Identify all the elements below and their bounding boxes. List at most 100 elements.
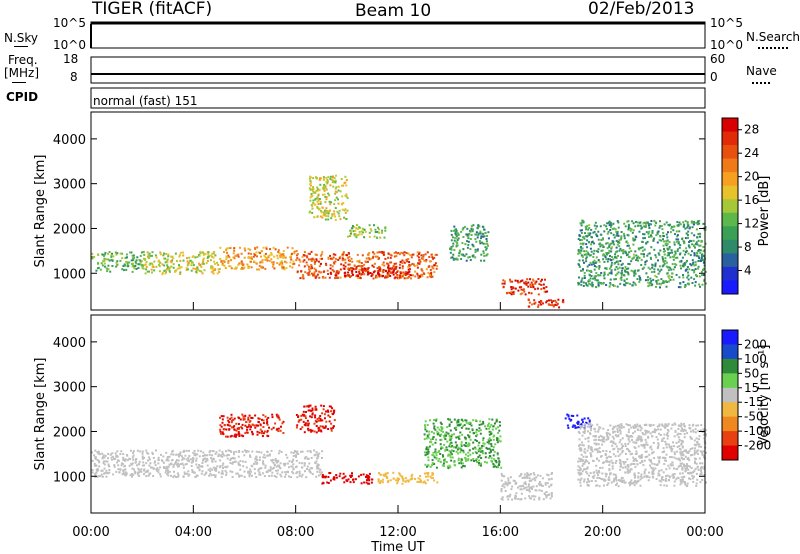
data-cell <box>496 437 499 440</box>
data-cell <box>354 234 357 237</box>
data-cell <box>113 464 116 467</box>
data-cell <box>239 418 242 421</box>
data-cell <box>639 278 641 281</box>
data-cell <box>692 430 695 433</box>
data-cell <box>477 224 480 227</box>
data-cell <box>546 482 549 485</box>
data-cell <box>587 228 590 231</box>
data-cell <box>480 253 483 256</box>
data-cell <box>467 457 470 460</box>
data-cell <box>384 474 387 477</box>
data-cell <box>673 456 676 459</box>
data-cell <box>588 270 591 272</box>
data-cell <box>534 479 537 482</box>
data-cell <box>132 254 135 257</box>
data-cell <box>525 282 528 285</box>
data-cell <box>617 240 619 243</box>
data-cell <box>650 257 652 260</box>
data-cell <box>700 473 703 476</box>
data-cell <box>586 478 589 480</box>
data-cell <box>310 203 313 206</box>
data-cell <box>589 472 592 475</box>
data-cell <box>202 253 205 256</box>
data-cell <box>187 268 189 271</box>
data-cell <box>616 431 619 433</box>
data-cell <box>204 454 207 457</box>
data-cell <box>316 189 319 192</box>
data-cell <box>433 271 436 274</box>
data-cell <box>425 475 427 478</box>
data-cell <box>314 198 317 201</box>
data-cell <box>457 421 460 423</box>
data-cell <box>225 474 228 476</box>
data-cell <box>490 423 493 426</box>
data-cell <box>195 269 198 272</box>
data-cell <box>401 267 404 270</box>
data-cell <box>304 417 307 419</box>
data-cell <box>311 195 314 198</box>
data-cell <box>461 420 464 423</box>
data-cell <box>227 260 230 263</box>
data-cell <box>589 452 592 455</box>
data-cell <box>600 282 603 285</box>
data-cell <box>679 433 682 435</box>
data-cell <box>98 465 101 468</box>
data-cell <box>644 450 647 453</box>
data-cell <box>634 426 637 429</box>
data-cell <box>661 476 663 479</box>
data-cell <box>120 464 123 467</box>
data-cell <box>684 227 687 230</box>
data-cell <box>325 196 328 198</box>
data-cell <box>618 441 621 444</box>
data-cell <box>639 224 642 227</box>
data-cell <box>326 481 329 484</box>
data-cell <box>406 479 409 482</box>
data-cell <box>593 224 596 227</box>
data-cell <box>578 265 581 268</box>
data-cell <box>603 440 606 443</box>
data-cell <box>300 414 303 417</box>
data-cell <box>497 432 500 434</box>
data-cell <box>616 250 619 253</box>
data-cell <box>630 463 633 465</box>
data-cell <box>500 479 503 482</box>
data-cell <box>572 415 575 417</box>
data-cell <box>262 432 265 435</box>
data-cell <box>190 458 192 461</box>
data-cell <box>381 263 384 266</box>
data-cell <box>525 284 528 286</box>
data-cell <box>525 486 528 489</box>
data-cell <box>348 263 351 266</box>
data-cell <box>510 288 513 291</box>
data-cell <box>578 426 581 428</box>
data-cell <box>644 237 646 240</box>
data-cell <box>687 244 690 247</box>
data-cell <box>423 481 426 484</box>
data-cell <box>257 468 260 471</box>
data-cell <box>99 475 102 478</box>
data-cell <box>603 261 606 263</box>
data-cell <box>392 273 395 276</box>
data-cell <box>151 264 154 267</box>
data-cell <box>622 250 625 253</box>
data-cell <box>629 484 631 487</box>
data-cell <box>498 421 501 424</box>
nsky-label: N.Sky <box>4 31 39 45</box>
data-cell <box>586 265 589 268</box>
data-cell <box>615 435 618 438</box>
data-cell <box>110 456 113 459</box>
data-cell <box>538 498 541 501</box>
data-cell <box>247 425 250 428</box>
data-cell <box>388 267 391 270</box>
data-cell <box>675 468 678 471</box>
data-cell <box>181 455 183 458</box>
data-cell <box>249 248 252 251</box>
data-cell <box>586 246 589 249</box>
data-cell <box>411 477 414 480</box>
data-cell <box>308 177 311 180</box>
data-cell <box>671 424 674 426</box>
data-cell <box>258 431 261 434</box>
data-cell <box>687 252 690 255</box>
data-cell <box>343 274 346 277</box>
data-cell <box>340 263 343 266</box>
